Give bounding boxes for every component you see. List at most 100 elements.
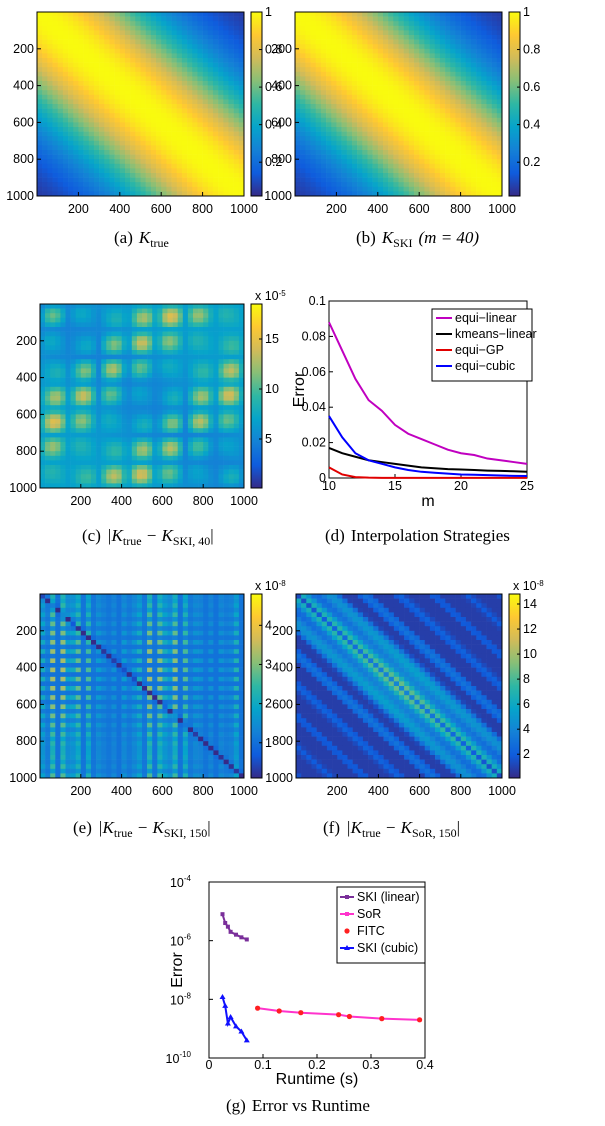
heatmap-cell: [202, 21, 209, 27]
heatmap-cell: [40, 437, 46, 443]
heatmap-cell: [91, 465, 97, 470]
heatmap-cell: [80, 313, 87, 319]
heatmap-cell: [382, 81, 389, 86]
heatmap-cell: [124, 76, 131, 82]
heatmap-cell: [121, 373, 127, 378]
heatmap-cell: [111, 428, 117, 434]
heatmap-cell: [130, 159, 136, 165]
heatmap-cell: [116, 304, 122, 309]
heatmap-cell: [228, 94, 234, 100]
heatmap-cell: [223, 432, 229, 438]
heatmap-cell: [439, 104, 446, 109]
heatmap-cell: [377, 182, 384, 188]
heatmap-cell: [171, 150, 178, 155]
heatmap-cell: [109, 182, 115, 188]
heatmap-cell: [233, 469, 240, 475]
heatmap-cell: [233, 414, 240, 420]
heatmap-cell: [429, 173, 436, 178]
heatmap-cell: [382, 154, 389, 160]
heatmap-cell: [172, 483, 178, 489]
heatmap-cell: [198, 437, 204, 443]
heatmap-cell: [193, 400, 199, 406]
heatmap-cell: [238, 177, 245, 183]
heatmap-cell: [197, 44, 203, 50]
heatmap-cell: [88, 25, 95, 31]
heatmap-cell: [111, 368, 117, 374]
heatmap-cell: [45, 423, 51, 429]
heatmap-cell: [182, 409, 189, 415]
heatmap-cell: [78, 136, 84, 142]
heatmap-cell: [336, 127, 342, 132]
heatmap-cell: [218, 81, 224, 86]
heatmap-cell: [377, 53, 384, 59]
heatmap-cell: [388, 163, 394, 169]
heatmap-cell: [496, 39, 503, 45]
heatmap-cell: [96, 483, 102, 489]
heatmap-cell: [228, 304, 235, 309]
heatmap-cell: [208, 437, 214, 443]
heatmap-cell: [491, 168, 498, 174]
heatmap-cell: [45, 322, 51, 328]
heatmap-cell: [111, 308, 117, 314]
heatmap-cell: [40, 350, 46, 355]
heatmap-cell: [135, 48, 141, 54]
heatmap-cell: [140, 16, 146, 22]
heatmap-cell: [167, 377, 173, 383]
heatmap-cell: [83, 168, 90, 174]
heatmap-cell: [331, 186, 337, 192]
heatmap-cell: [130, 140, 136, 146]
heatmap-cell: [106, 354, 112, 360]
heatmap-cell: [75, 363, 82, 369]
heatmap-cell: [121, 322, 127, 328]
heatmap-cell: [377, 177, 384, 183]
heatmap-cell: [326, 140, 332, 146]
heatmap-cell: [68, 99, 74, 105]
heatmap-cell: [460, 104, 467, 109]
heatmap-cell: [310, 122, 316, 128]
heatmap-cell: [126, 409, 133, 415]
heatmap-cell: [130, 150, 136, 155]
heatmap-cell: [152, 317, 158, 323]
heatmap-cell: [198, 396, 204, 401]
heatmap-cell: [460, 25, 467, 31]
heatmap-cell: [238, 163, 245, 169]
heatmap-cell: [73, 131, 79, 137]
heatmap-cell: [62, 168, 69, 174]
heatmap-cell: [55, 368, 61, 374]
heatmap-cell: [75, 308, 82, 314]
heatmap-cell: [85, 432, 92, 438]
heatmap-cell: [93, 85, 100, 91]
heatmap-cell: [357, 12, 363, 17]
heatmap-cell: [223, 474, 229, 480]
heatmap-cell: [50, 483, 56, 489]
heatmap-cell: [111, 465, 117, 470]
heatmap-cell: [491, 71, 498, 77]
heatmap-cell: [60, 350, 66, 355]
heatmap-cell: [55, 455, 61, 461]
heatmap-cell: [126, 313, 133, 319]
heatmap-cell: [203, 437, 209, 443]
heatmap-cell: [65, 386, 71, 392]
heatmap-cell: [305, 35, 311, 40]
heatmap-cell: [99, 131, 105, 137]
y-tick-label: 0: [319, 471, 326, 485]
heatmap-cell: [419, 150, 425, 155]
heatmap-cell: [96, 446, 102, 452]
heatmap-cell: [70, 322, 76, 328]
heatmap-cell: [414, 173, 420, 178]
heatmap-cell: [238, 419, 245, 424]
heatmap-cell: [465, 145, 472, 151]
heatmap-cell: [85, 478, 92, 484]
heatmap-cell: [336, 90, 342, 96]
heatmap-cell: [68, 173, 74, 178]
heatmap-cell: [414, 186, 420, 192]
heatmap-cell: [198, 455, 204, 461]
heatmap-cell: [486, 90, 492, 96]
heatmap-cell: [192, 191, 198, 197]
heatmap-cell: [42, 145, 48, 151]
heatmap-cell: [96, 340, 102, 346]
heatmap-cell: [57, 159, 64, 165]
heatmap-cell: [393, 53, 399, 59]
heatmap-cell: [305, 62, 311, 68]
